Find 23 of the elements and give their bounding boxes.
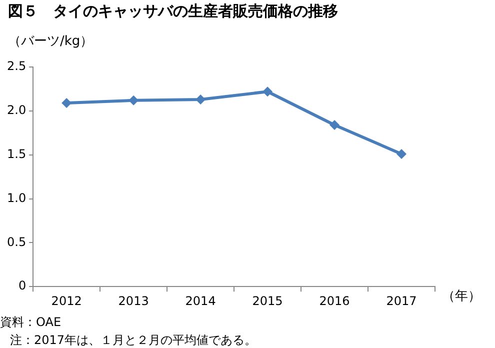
x-tick-label: 2016 <box>319 294 350 308</box>
y-tick-label: 2.5 <box>6 59 26 74</box>
y-axis-title: （バーツ/kg） <box>8 33 94 50</box>
x-tick-label: 2012 <box>51 294 82 308</box>
text: 資料：OAE <box>0 314 62 331</box>
y-tick-label: 1.5 <box>6 146 26 161</box>
y-tick-label: 1.0 <box>6 190 26 205</box>
x-tick-label: 2017 <box>386 294 417 308</box>
x-tick-label: 2013 <box>118 294 149 308</box>
point <box>128 95 139 106</box>
text: 注：2017年は、１月と２月の平均値である。 <box>10 332 257 348</box>
chart-title: 図５ タイのキャッサバの生産者販売価格の推移 <box>8 2 338 21</box>
point <box>396 148 407 159</box>
y-tick-label: 0 <box>18 278 26 293</box>
point <box>262 86 273 97</box>
point <box>62 98 72 108</box>
x-tick-label: 2015 <box>252 294 283 308</box>
point <box>330 120 340 130</box>
y-tick-label: 2.0 <box>6 103 26 118</box>
x-tick-label: 2014 <box>185 294 216 308</box>
point <box>196 94 206 104</box>
y-tick-label: 0.5 <box>6 234 26 249</box>
x-axis-title: （年） <box>442 288 481 305</box>
